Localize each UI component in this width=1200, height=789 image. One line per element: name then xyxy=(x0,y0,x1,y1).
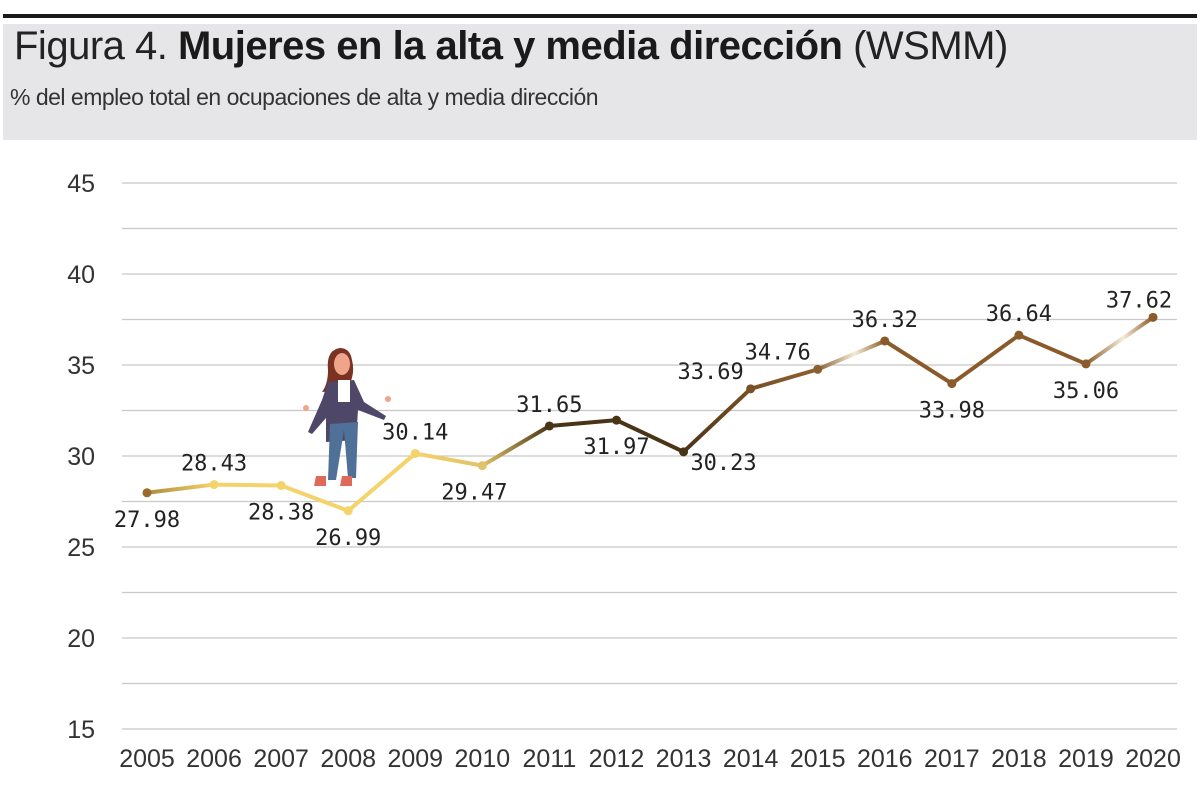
data-point xyxy=(1148,312,1158,322)
data-label: 28.43 xyxy=(181,452,247,477)
businesswoman-illustration xyxy=(303,348,391,486)
x-tick-label: 2020 xyxy=(1125,745,1181,773)
data-point xyxy=(142,488,152,498)
line-segment xyxy=(547,418,619,428)
x-tick-label: 2014 xyxy=(723,745,779,773)
data-label: 31.97 xyxy=(583,435,649,460)
data-label: 33.98 xyxy=(919,399,985,424)
data-label: 30.14 xyxy=(382,420,448,445)
line-segment xyxy=(1083,315,1156,366)
top-rule xyxy=(3,14,1197,18)
data-label: 28.38 xyxy=(248,500,314,525)
y-tick-label: 25 xyxy=(67,534,95,562)
data-point xyxy=(880,336,890,346)
data-label: 26.99 xyxy=(315,526,381,551)
title-prefix: Figura 4. xyxy=(14,24,168,68)
line-segment xyxy=(815,338,887,372)
data-label: 36.32 xyxy=(852,308,918,333)
line-segment xyxy=(681,386,753,454)
x-tick-label: 2019 xyxy=(1058,745,1114,773)
line-segment xyxy=(413,451,485,468)
data-label: 33.69 xyxy=(678,360,744,385)
line-segment xyxy=(614,418,686,454)
line-segment xyxy=(279,483,351,513)
x-tick-label: 2005 xyxy=(119,745,175,773)
data-point xyxy=(947,379,957,389)
x-tick-label: 2006 xyxy=(186,745,242,773)
data-point xyxy=(209,480,219,490)
data-label: 30.23 xyxy=(690,451,756,476)
data-label: 35.06 xyxy=(1053,379,1119,404)
y-tick-label: 30 xyxy=(67,443,95,471)
data-label: 31.65 xyxy=(516,393,582,418)
line-segment xyxy=(212,482,284,488)
header-band xyxy=(3,24,1197,140)
y-tick-label: 15 xyxy=(67,716,95,744)
data-point xyxy=(813,364,823,374)
data-point xyxy=(746,384,756,394)
x-tick-label: 2009 xyxy=(387,745,443,773)
x-tick-label: 2007 xyxy=(253,745,309,773)
chart-title: Figura 4. Mujeres en la alta y media dir… xyxy=(14,24,1008,69)
x-tick-label: 2008 xyxy=(320,745,376,773)
line-segment xyxy=(480,423,552,468)
data-label: 36.64 xyxy=(986,302,1052,327)
line-segment xyxy=(949,333,1021,386)
x-tick-label: 2016 xyxy=(857,745,913,773)
data-point xyxy=(679,447,689,457)
data-point xyxy=(343,506,353,516)
data-point xyxy=(477,461,487,471)
data-label: 34.76 xyxy=(745,340,811,365)
data-point xyxy=(611,415,621,425)
title-main: Mujeres en la alta y media dirección xyxy=(177,24,843,68)
x-tick-label: 2010 xyxy=(455,745,511,773)
data-label: 27.98 xyxy=(114,508,180,533)
y-tick-label: 35 xyxy=(67,352,95,380)
line-segment xyxy=(346,451,418,513)
y-tick-label: 45 xyxy=(67,170,95,198)
line-segment xyxy=(145,482,217,495)
line-segment xyxy=(748,367,820,391)
data-point xyxy=(544,421,554,431)
x-tick-label: 2015 xyxy=(790,745,846,773)
data-label: 37.62 xyxy=(1106,288,1172,313)
x-tick-label: 2011 xyxy=(523,745,577,773)
line-segment xyxy=(1016,333,1088,366)
y-tick-label: 40 xyxy=(67,261,95,289)
chart-subtitle: % del empleo total en ocupaciones de alt… xyxy=(10,84,599,110)
data-point xyxy=(276,480,286,490)
data-point xyxy=(1081,359,1091,369)
x-tick-label: 2017 xyxy=(924,745,980,773)
x-tick-label: 2013 xyxy=(656,745,712,773)
data-point xyxy=(1014,330,1024,340)
y-tick-label: 20 xyxy=(67,625,95,653)
line-segment xyxy=(882,338,954,386)
data-point xyxy=(410,448,420,458)
title-suffix: (WSMM) xyxy=(853,24,1008,68)
x-tick-label: 2018 xyxy=(991,745,1047,773)
x-tick-label: 2012 xyxy=(589,745,645,773)
data-label: 29.47 xyxy=(441,481,507,506)
